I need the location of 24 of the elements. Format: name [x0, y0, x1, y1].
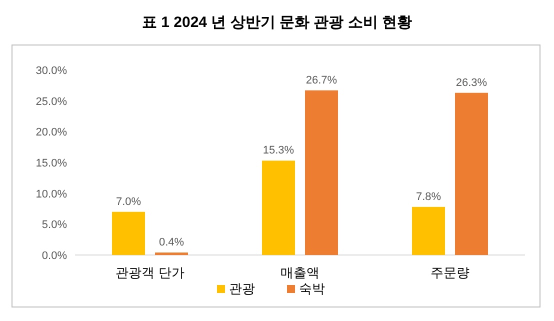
data-label: 26.3% [456, 76, 488, 89]
bar [262, 160, 295, 255]
x-tick-label: 주문량 [430, 265, 470, 280]
bar [305, 90, 338, 255]
y-tick-label: 15.0% [36, 158, 68, 170]
chart-title: 표 1 2024 년 상반기 문화 관광 소비 현황 [142, 14, 412, 31]
y-tick-label: 25.0% [36, 96, 68, 108]
data-label: 26.7% [306, 74, 338, 86]
data-label: 15.3% [262, 144, 294, 157]
y-tick-label: 20.0% [36, 126, 68, 139]
y-tick-label: 5.0% [42, 219, 68, 232]
y-tick-label: 0.0% [42, 250, 68, 262]
y-tick-label: 30.0% [36, 65, 68, 77]
x-tick-label: 관광객 단가 [116, 265, 184, 280]
data-label: 7.0% [116, 196, 142, 208]
x-tick-label: 매출액 [280, 265, 320, 280]
data-label: 7.8% [416, 190, 442, 203]
bar [412, 206, 445, 255]
legend-label: 숙박 [299, 281, 325, 296]
bar [455, 92, 488, 255]
bar [112, 212, 145, 255]
data-label: 0.4% [158, 236, 184, 249]
legend-label: 관광 [229, 281, 255, 296]
y-tick-label: 10.0% [36, 188, 68, 200]
